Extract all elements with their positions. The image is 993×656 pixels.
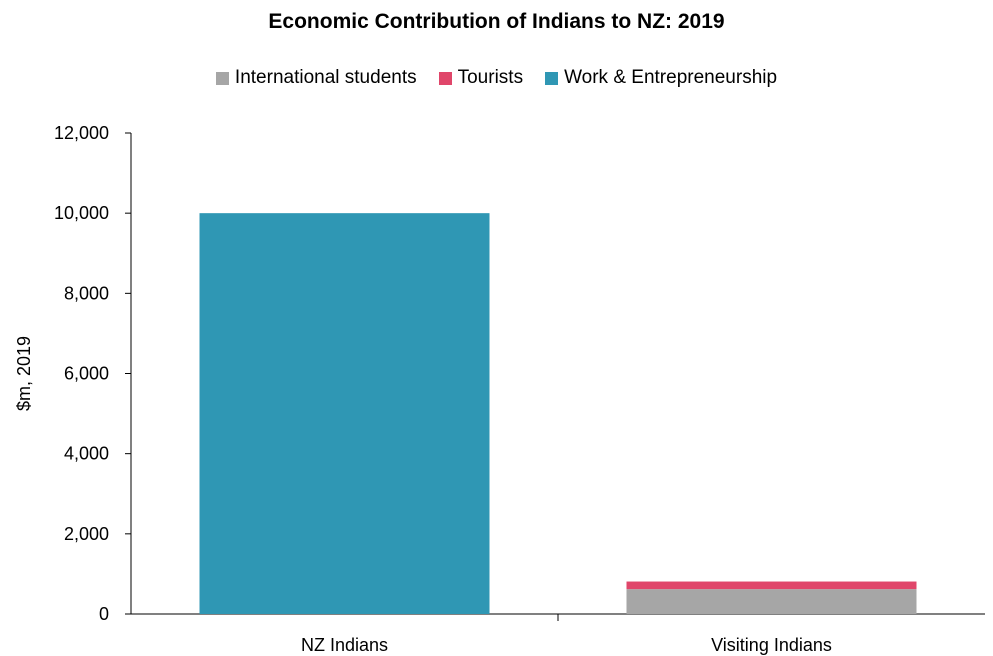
y-axis-title: $m, 2019 bbox=[14, 336, 34, 411]
y-tick-label: 4,000 bbox=[64, 444, 109, 464]
bar-tourists-visiting-indians bbox=[626, 581, 917, 590]
y-tick-label: 6,000 bbox=[64, 364, 109, 384]
legend-swatch-tourists bbox=[438, 71, 452, 85]
legend-swatch-work-entrepreneurship bbox=[545, 71, 559, 85]
x-tick-label: Visiting Indians bbox=[711, 635, 832, 655]
legend-item-international-students: International students bbox=[215, 67, 417, 89]
y-tick-label: 2,000 bbox=[64, 524, 109, 544]
y-tick-label: 0 bbox=[99, 604, 109, 624]
legend-label-work-entrepreneurship: Work & Entrepreneurship bbox=[564, 67, 778, 88]
legend-item-work-entrepreneurship: Work & Entrepreneurship bbox=[545, 67, 777, 89]
x-tick-label: NZ Indians bbox=[301, 635, 388, 655]
y-tick-label: 10,000 bbox=[54, 203, 109, 223]
bar-work-entrepreneurship-nz-indians bbox=[199, 213, 490, 614]
chart-title: Economic Contribution of Indians to NZ: … bbox=[268, 10, 725, 33]
legend-swatch-international-students bbox=[215, 71, 229, 85]
legend-label-international-students: International students bbox=[234, 67, 417, 88]
y-tick-label: 12,000 bbox=[54, 123, 109, 143]
legend-item-tourists: Tourists bbox=[438, 67, 524, 89]
chart-legend: International students Tourists Work & E… bbox=[0, 67, 993, 89]
bar-international-students-visiting-indians bbox=[626, 589, 917, 614]
y-tick-label: 8,000 bbox=[64, 283, 109, 303]
legend-label-tourists: Tourists bbox=[457, 67, 524, 88]
